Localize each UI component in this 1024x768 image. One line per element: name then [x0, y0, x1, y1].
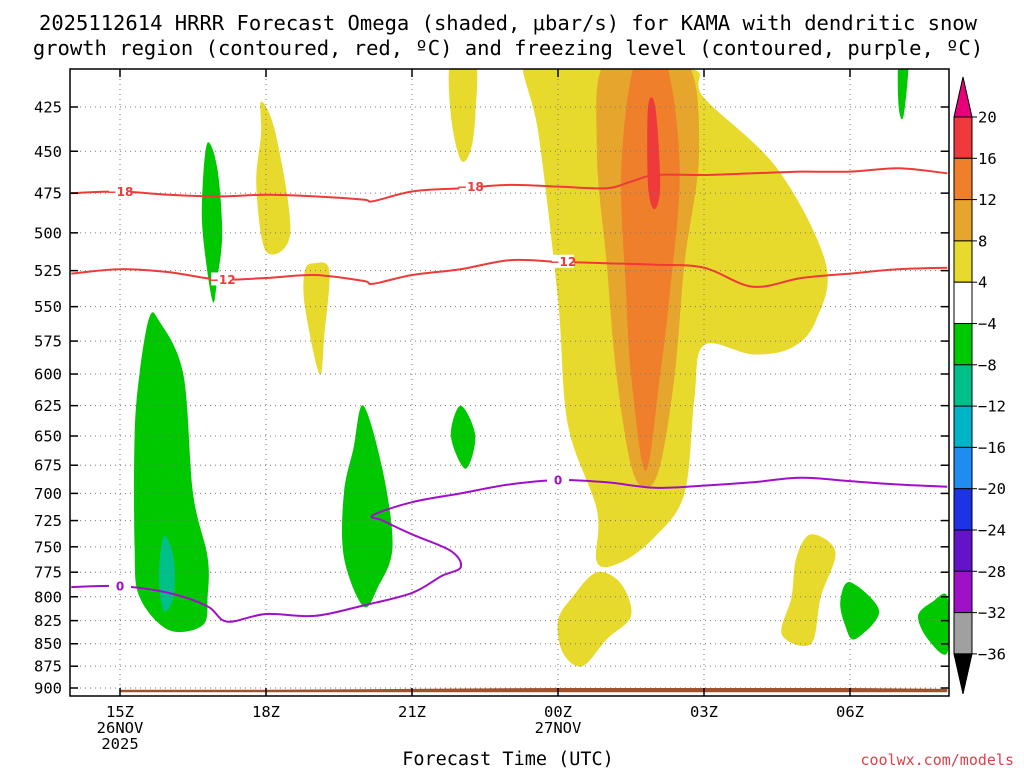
shade-sink-green-22Z: [450, 405, 476, 469]
y-tick-label: 650: [34, 428, 62, 446]
colorbar-box: [953, 281, 973, 325]
colorbar-label: −32: [978, 604, 1006, 622]
y-tick-label: 825: [34, 612, 62, 630]
contour-label-bg: [109, 579, 131, 593]
colorbar-label: −24: [978, 522, 1006, 540]
colorbar-box: [953, 240, 973, 283]
y-tick-label: 625: [34, 397, 62, 415]
x-tick-label: 03Z: [690, 703, 718, 721]
colorbar-box: [953, 612, 973, 655]
contour-label-bg: [551, 254, 574, 268]
contour-label-bg: [459, 179, 482, 193]
y-tick-label: 700: [34, 485, 62, 503]
colorbar-box: [953, 405, 973, 448]
colorbar-label: −28: [978, 563, 1006, 581]
contour-label: 0: [554, 474, 562, 488]
shade-sink-green-17Z: [201, 142, 223, 303]
y-tick-label: 750: [34, 538, 62, 556]
y-tick-label: 475: [34, 185, 62, 203]
shade-lift->4-low-01Z: [557, 571, 632, 667]
y-tick-label: 600: [34, 366, 62, 384]
x-tick-label: 00Z: [544, 703, 572, 721]
colorbar-box: [953, 157, 973, 201]
x-tick-label: 27NOV: [535, 719, 582, 737]
colorbar-label: −16: [978, 439, 1006, 457]
y-tick-label: 900: [34, 680, 62, 698]
y-tick-label: 525: [34, 262, 62, 280]
x-tick-label: 18Z: [252, 703, 280, 721]
colorbar-top-arrow: [953, 76, 973, 118]
shade-sink-green-20Z: [341, 405, 393, 608]
y-tick-label: 725: [34, 512, 62, 530]
terrain-ground: [120, 688, 948, 693]
shade-sink-green-top-07Z: [897, 69, 909, 120]
colorbar: 20 16 12 8 4 −4 −8 −12 −16 −20 −24 −28 −32 −36: [953, 76, 1006, 695]
x-axis-label: Forecast Time (UTC): [402, 749, 614, 768]
colorbar-box: [953, 529, 973, 572]
shade-lift->4-cell-18Z: [256, 101, 291, 255]
contour-label: −18: [107, 185, 134, 199]
contour-label: 0: [116, 580, 124, 594]
colorbar-bottom-arrow: [953, 653, 973, 695]
y-tick-label: 550: [34, 298, 62, 316]
contour-label-bg: [547, 473, 569, 487]
pressure-axis: 425 450 475 500 525 550 575 600 625 650 675 700 725 7…: [34, 99, 949, 698]
shade-lift->4-upper: [448, 69, 478, 162]
colorbar-box: [953, 570, 973, 614]
plot-frame: [69, 68, 950, 697]
x-tick-label: 15Z: [106, 703, 134, 721]
contour-label: −18: [457, 180, 484, 194]
y-tick-label: 875: [34, 658, 62, 676]
colorbar-label: −20: [978, 480, 1006, 498]
shade-sink-green-left-column: [134, 312, 209, 633]
colorbar-label: 20: [978, 109, 997, 127]
credit-text: coolwx.com/models: [860, 751, 1014, 768]
colorbar-label: −36: [978, 645, 1006, 663]
shade-lift->16-core: [647, 97, 661, 210]
colorbar-label: 12: [978, 191, 997, 209]
y-tick-label: 800: [34, 588, 62, 606]
contour-freezing-level-0C: [71, 476, 948, 623]
shade-lift->4-low-05Z: [781, 534, 836, 647]
shade-lift->4-cell-19Z: [303, 262, 330, 375]
terrain-band: [120, 688, 948, 693]
colorbar-box: [953, 446, 973, 490]
colorbar-label: −12: [978, 398, 1006, 416]
y-tick-label: 850: [34, 635, 62, 653]
contour-dgz--18C: [71, 167, 948, 203]
shade-sink-green-08Z: [918, 593, 949, 655]
contour-label: −12: [209, 273, 236, 287]
x-tick-label: 2025: [101, 735, 138, 753]
colorbar-label: 16: [978, 150, 997, 168]
contour-label-bg: [109, 184, 131, 198]
colorbar-box: [953, 323, 973, 366]
chart-title-line-1: 2025112614 HRRR Forecast Omega (shaded, …: [39, 11, 978, 35]
y-tick-label: 500: [34, 224, 62, 242]
colorbar-label: 8: [978, 232, 987, 250]
contour-label-bg: [211, 272, 234, 286]
colorbar-label: −4: [978, 315, 997, 333]
colorbar-box: [953, 116, 973, 159]
y-tick-label: 450: [34, 143, 62, 161]
y-tick-label: 425: [34, 99, 62, 117]
x-tick-label: 26NOV: [97, 719, 144, 737]
chart-title-line-2: growth region (contoured, red, ºC) and f…: [33, 36, 983, 60]
x-tick-label: 06Z: [836, 703, 864, 721]
y-tick-label: 775: [34, 564, 62, 582]
contour-label: −12: [549, 255, 576, 269]
shade-lift->12-core: [620, 69, 680, 471]
y-tick-label: 575: [34, 333, 62, 351]
colorbar-label: −8: [978, 356, 997, 374]
colorbar-box: [953, 199, 973, 242]
temperature-contours: −18 −18 −12 −12 0 0: [71, 167, 948, 623]
y-tick-label: 675: [34, 457, 62, 475]
shade-sink-green-06Z: [840, 581, 880, 640]
colorbar-label: 4: [978, 274, 987, 292]
omega-shaded-regions: [134, 69, 949, 667]
colorbar-box: [953, 488, 973, 531]
colorbar-box: [953, 364, 973, 407]
x-tick-label: 21Z: [398, 703, 426, 721]
